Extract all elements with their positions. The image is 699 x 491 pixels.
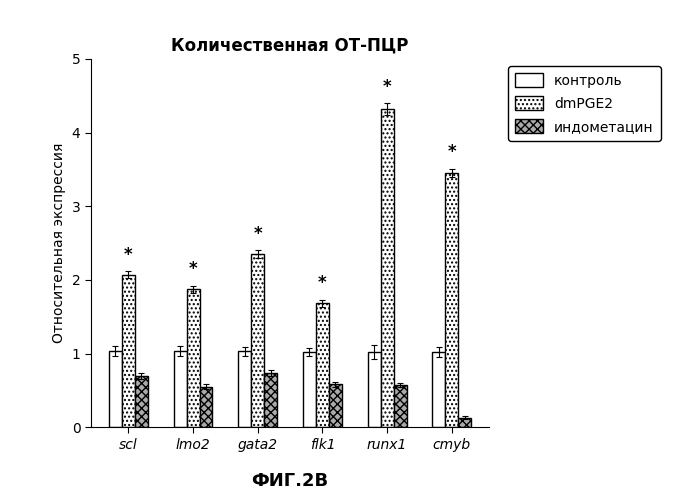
Bar <box>199 387 212 427</box>
Y-axis label: Относительная экспрессия: Относительная экспрессия <box>52 143 66 343</box>
Legend: контроль, dmPGE2, индометацин: контроль, dmPGE2, индометацин <box>508 66 661 141</box>
Bar <box>381 109 394 427</box>
Bar <box>238 352 251 427</box>
Bar <box>445 173 459 427</box>
Bar <box>187 289 199 427</box>
Bar <box>459 417 471 427</box>
Title: Количественная ОТ-ПЦР: Количественная ОТ-ПЦР <box>171 37 409 55</box>
Bar <box>251 254 264 427</box>
Text: *: * <box>447 143 456 161</box>
Bar <box>394 385 407 427</box>
Bar <box>122 275 135 427</box>
Text: ФИГ.2В: ФИГ.2В <box>252 472 329 490</box>
Bar <box>173 352 187 427</box>
Bar <box>303 352 316 427</box>
Bar <box>264 373 277 427</box>
Text: *: * <box>124 246 133 264</box>
Bar <box>329 384 342 427</box>
Text: *: * <box>189 260 197 278</box>
Bar <box>368 352 381 427</box>
Bar <box>109 352 122 427</box>
Bar <box>135 376 147 427</box>
Text: *: * <box>383 78 391 96</box>
Bar <box>316 303 329 427</box>
Text: *: * <box>318 274 326 292</box>
Text: *: * <box>254 225 262 243</box>
Bar <box>433 352 445 427</box>
